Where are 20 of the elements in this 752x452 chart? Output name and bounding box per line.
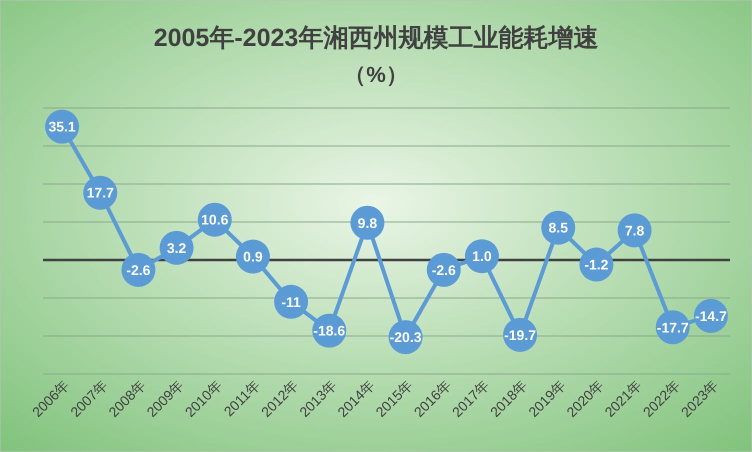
data-label: 35.1 bbox=[48, 118, 76, 135]
data-label: -2.6 bbox=[126, 262, 151, 278]
data-label: 7.8 bbox=[624, 222, 645, 238]
data-label: 8.5 bbox=[548, 220, 568, 236]
data-label: 0.9 bbox=[243, 248, 263, 265]
data-label: -2.6 bbox=[432, 262, 456, 278]
chart-title: 2005年-2023年湘西州规模工业能耗增速 bbox=[154, 24, 598, 52]
data-label: -18.6 bbox=[313, 322, 346, 339]
data-label: -14.7 bbox=[694, 308, 728, 324]
chart-subtitle: （%） bbox=[344, 62, 408, 87]
data-label: -20.3 bbox=[390, 329, 422, 346]
data-label: -19.7 bbox=[504, 326, 536, 343]
data-label: 17.7 bbox=[86, 184, 114, 201]
data-label: -11 bbox=[281, 294, 302, 310]
data-label: 9.8 bbox=[358, 214, 378, 231]
data-label: 10.6 bbox=[201, 212, 229, 228]
data-label: -17.7 bbox=[656, 319, 689, 336]
data-label: 3.2 bbox=[166, 240, 187, 256]
data-label: 1.0 bbox=[472, 248, 492, 264]
data-label: -1.2 bbox=[584, 256, 609, 273]
